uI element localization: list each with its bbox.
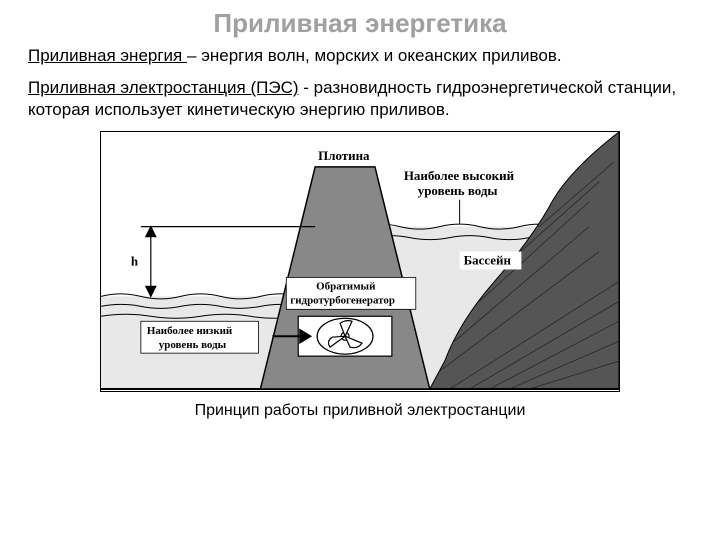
definition-1: Приливная энергия – энергия волн, морски… (28, 45, 692, 67)
basin-label: Бассейн (464, 253, 512, 268)
head-label: h (131, 254, 138, 269)
turbine-label-2: гидротурбогенератор (290, 295, 395, 307)
low-level-label-2: уровень воды (159, 339, 227, 351)
sep-2: - (299, 78, 314, 97)
caption-text: Принцип работы приливной электростанции (195, 402, 526, 419)
sep-1: – (187, 46, 201, 65)
dam-label: Плотина (318, 148, 370, 163)
page-title: Приливная энергетика (28, 8, 692, 39)
definition-2: Приливная электростанция (ПЭС) - разнови… (28, 77, 692, 121)
term-1: Приливная энергия (28, 46, 187, 65)
diagram-caption: Принцип работы приливной электростанции (28, 402, 692, 420)
term-2: Приливная электростанция (ПЭС) (28, 78, 299, 97)
turbine-label-1: Обратимый (316, 281, 376, 293)
tidal-plant-diagram: h Плотина Наиболее высокий уровень воды … (101, 132, 619, 391)
high-level-label-2: уровень воды (418, 183, 498, 198)
body-1: энергия волн, морских и океанских прилив… (201, 46, 561, 65)
diagram-container: h Плотина Наиболее высокий уровень воды … (100, 131, 620, 392)
high-level-label-1: Наиболее высокий (404, 168, 515, 183)
title-text: Приливная энергетика (213, 8, 506, 38)
low-level-label-1: Наиболее низкий (147, 326, 233, 338)
